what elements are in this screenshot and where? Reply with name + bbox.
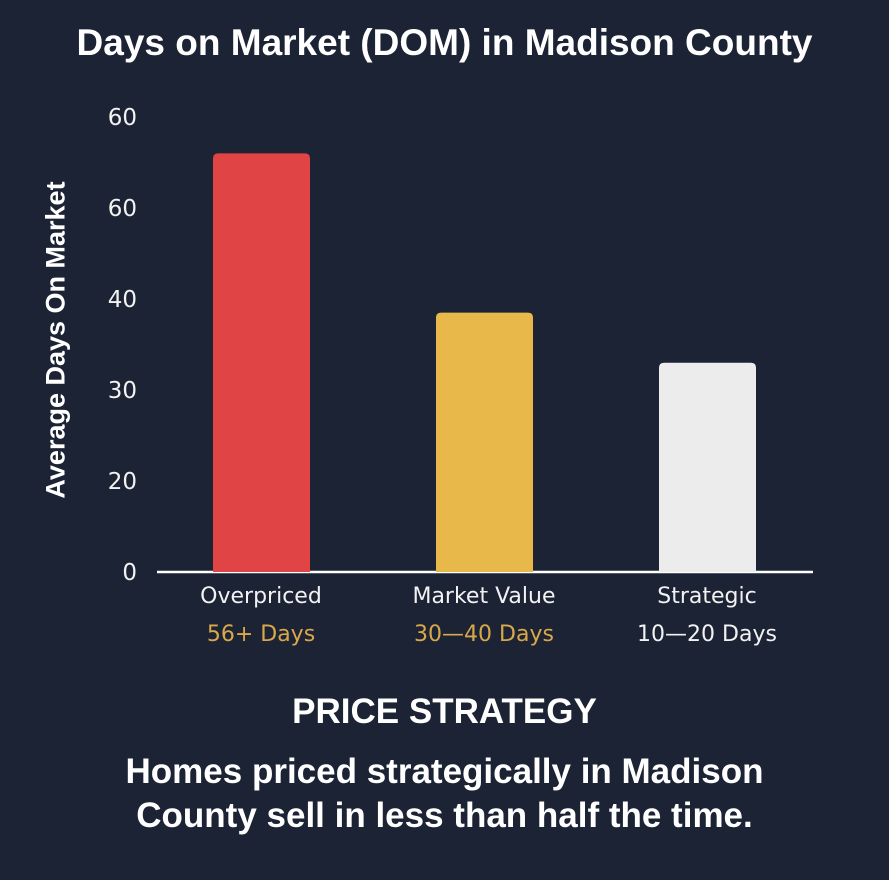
y-tick-label: 60 [108,105,137,131]
category-label-market-value: Market Value 30—40 Days [384,578,584,654]
category-sublabel: 56+ Days [206,622,316,647]
y-tick-label: 20 [108,469,137,495]
footer-line-2: County sell in less than half the time. [136,796,753,835]
category-sublabel: 10—20 Days [637,622,777,647]
bar-overpriced [213,153,310,572]
category-name: Strategic [657,584,757,609]
category-name: Market Value [412,584,556,609]
footer-text: Homes priced strategically in Madison Co… [0,750,889,838]
y-tick-label: 40 [108,287,137,313]
category-label-overpriced: Overpriced 56+ Days [161,578,361,654]
bar-strategic [659,362,756,572]
y-tick-label: 60 [108,196,137,222]
category-sublabel: 30—40 Days [414,622,554,647]
category-name: Overpriced [200,584,322,609]
footer-heading: PRICE STRATEGY [292,692,597,731]
footer-line-1: Homes priced strategically in Madison [125,752,764,791]
category-label-strategic: Strategic 10—20 Days [607,578,807,654]
chart-title: Days on Market (DOM) in Madison County [76,22,813,63]
bar-market-value [436,312,533,572]
y-tick-label: 30 [108,378,137,404]
y-tick-label: 0 [122,560,137,586]
